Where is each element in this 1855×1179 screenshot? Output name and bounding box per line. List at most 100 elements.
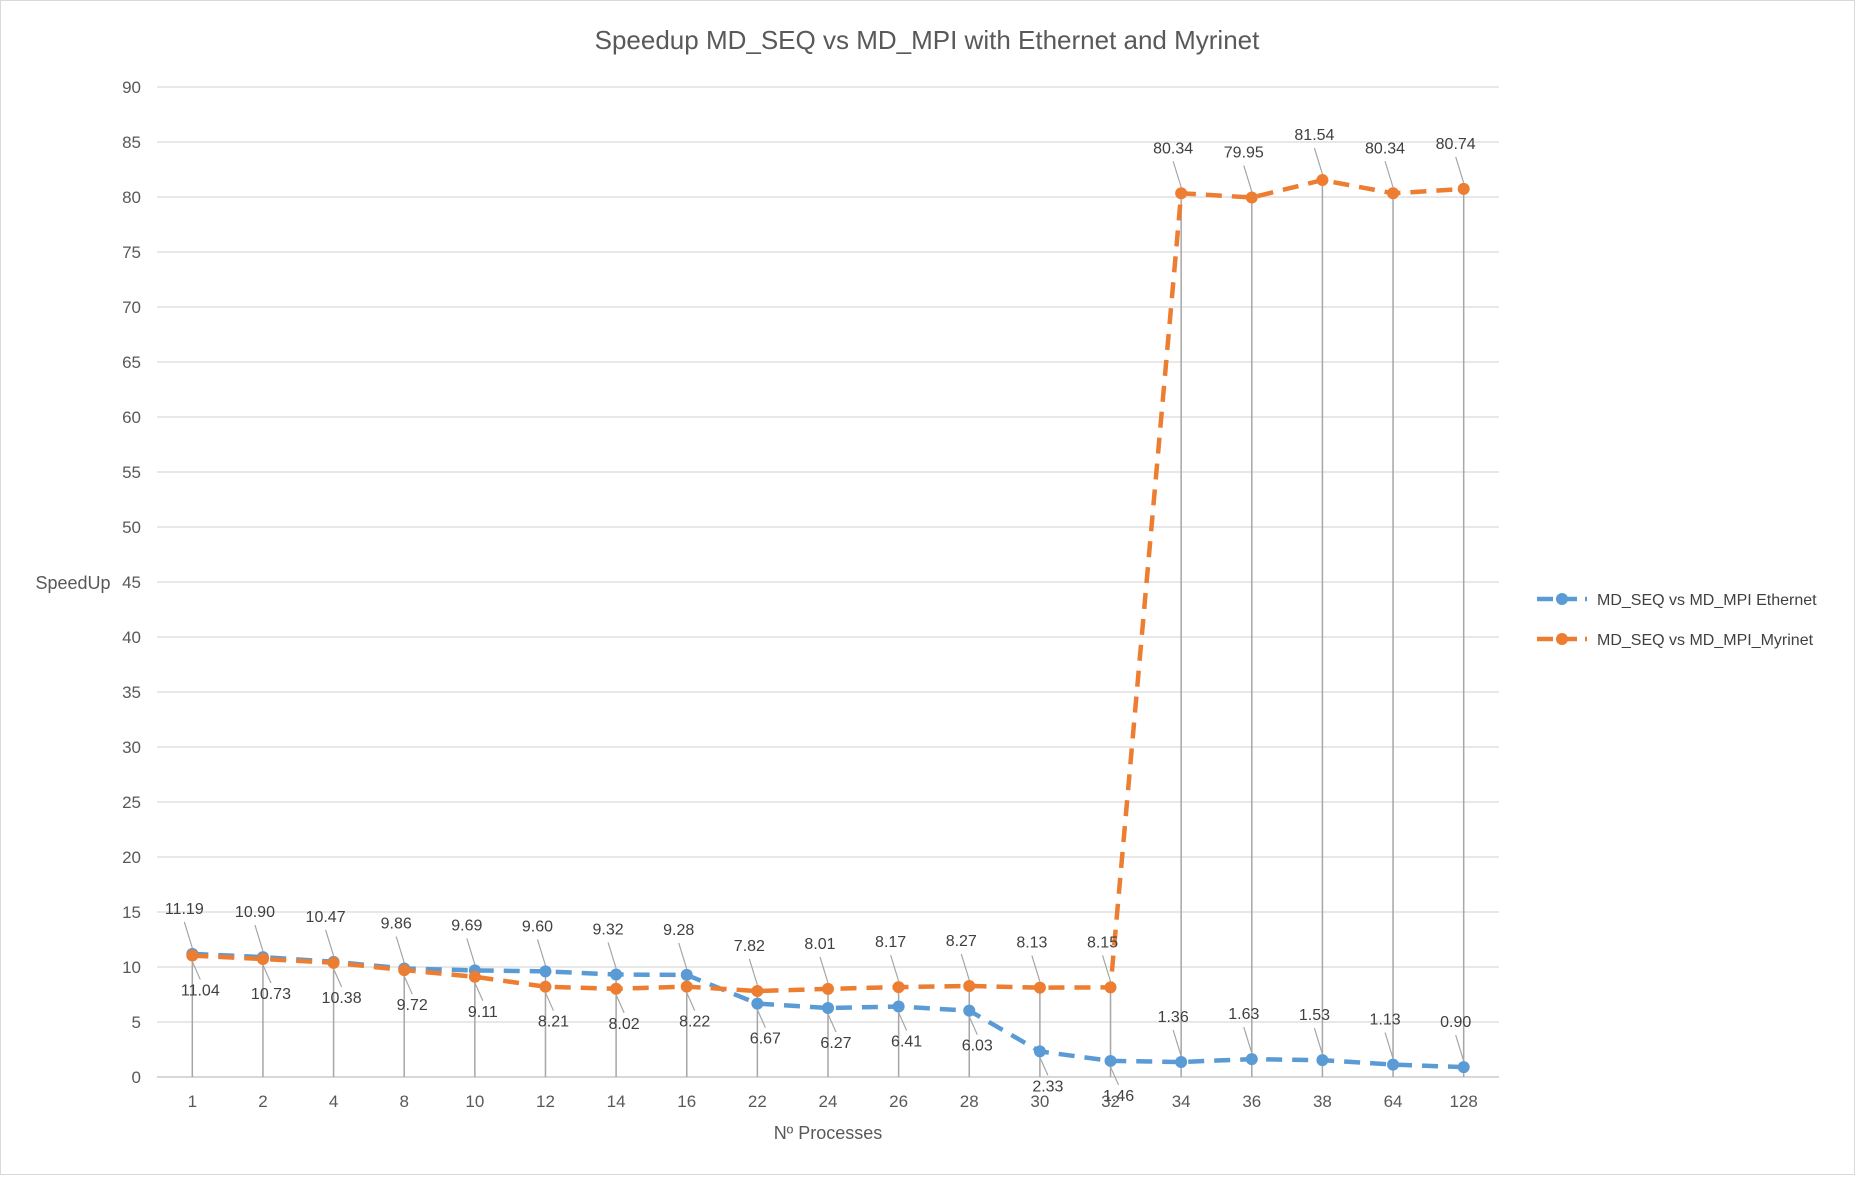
- ethernet-point: [539, 965, 552, 978]
- y-tick-label: 30: [122, 738, 141, 757]
- myrinet-data-label-leader: [1031, 955, 1041, 982]
- ethernet-data-label: 0.90: [1440, 1014, 1471, 1031]
- myrinet-data-label-leader: [686, 992, 696, 1011]
- myrinet-point: [1387, 187, 1400, 200]
- x-axis-title: Nº Processes: [774, 1123, 883, 1143]
- myrinet-data-label: 80.34: [1365, 140, 1405, 157]
- ethernet-point: [892, 1000, 905, 1013]
- ethernet-data-label: 9.60: [522, 918, 553, 935]
- ethernet-point: [751, 997, 764, 1010]
- myrinet-data-label-leader: [262, 964, 272, 984]
- x-tick-label: 32: [1101, 1092, 1120, 1111]
- ethernet-data-label: 9.28: [663, 922, 694, 939]
- ethernet-data-label: 9.86: [381, 916, 412, 933]
- myrinet-data-label-leader: [890, 954, 900, 982]
- ethernet-data-label-leader: [1109, 1066, 1120, 1086]
- data-labels: 11.19 11.04 10.90 10.73 10.47 10.38 9.86 9.72 9.…: [165, 127, 1476, 1105]
- myrinet-data-label: 80.74: [1436, 136, 1476, 153]
- ethernet-point: [1316, 1054, 1329, 1067]
- x-tick-label: 22: [748, 1092, 767, 1111]
- ethernet-data-label-leader: [466, 938, 476, 965]
- myrinet-data-label: 8.13: [1016, 935, 1047, 952]
- legend-marker: [1556, 593, 1568, 605]
- x-tick-label: 128: [1449, 1092, 1477, 1111]
- ethernet-data-label-leader: [756, 1009, 766, 1028]
- myrinet-data-label: 8.01: [804, 936, 835, 953]
- myrinet-data-label-leader: [1455, 156, 1465, 184]
- myrinet-point: [256, 952, 269, 965]
- ethernet-data-label-leader: [395, 936, 405, 963]
- myrinet-point: [1457, 182, 1470, 195]
- myrinet-point: [822, 982, 834, 995]
- y-tick-label: 10: [122, 958, 141, 977]
- myrinet-data-label: 10.38: [322, 990, 362, 1007]
- x-tick-label: 8: [399, 1092, 408, 1111]
- myrinet-data-label-leader: [474, 982, 484, 1002]
- myrinet-data-label-leader: [333, 968, 343, 988]
- x-tick-label: 30: [1030, 1092, 1049, 1111]
- ethernet-data-label: 1.13: [1369, 1012, 1400, 1029]
- myrinet-data-label: 10.73: [251, 986, 291, 1003]
- ethernet-point: [822, 1002, 834, 1015]
- ethernet-data-label-leader: [254, 924, 264, 952]
- x-tick-label: 14: [607, 1092, 626, 1111]
- ethernet-data-label-leader: [1455, 1034, 1465, 1062]
- ethernet-data-label: 9.69: [451, 917, 482, 934]
- myrinet-data-label: 8.02: [609, 1016, 640, 1033]
- ethernet-data-label-leader: [827, 1013, 837, 1033]
- y-tick-label: 60: [122, 408, 141, 427]
- legend-marker: [1556, 633, 1568, 645]
- myrinet-point: [1175, 187, 1188, 200]
- legend: MD_SEQ vs MD_MPI Ethernet MD_SEQ vs MD_MP…: [1537, 592, 1817, 649]
- ethernet-data-label: 1.63: [1228, 1006, 1259, 1023]
- myrinet-point: [610, 982, 623, 995]
- myrinet-point: [468, 970, 481, 983]
- ethernet-point: [1245, 1053, 1258, 1066]
- ethernet-point: [1033, 1045, 1046, 1058]
- ethernet-data-label: 1.46: [1103, 1088, 1134, 1105]
- gridlines: [157, 86, 1499, 1078]
- ethernet-point: [680, 968, 693, 981]
- myrinet-point: [1104, 981, 1117, 994]
- x-tick-label: 38: [1313, 1092, 1332, 1111]
- y-tick-label: 70: [122, 298, 141, 317]
- ethernet-data-label: 10.90: [235, 904, 275, 921]
- x-tick-labels: 1 2 4 8 10 12 14 16 22 24 26 28 30 32 34 36 38 64 128: [188, 1092, 1478, 1111]
- myrinet-data-label: 80.34: [1153, 140, 1193, 157]
- drop-lines: [191, 180, 1465, 1077]
- y-tick-label: 0: [132, 1068, 141, 1087]
- myrinet-data-label-leader: [748, 958, 758, 986]
- y-axis-title: SpeedUp: [35, 573, 110, 593]
- myrinet-data-label-leader: [1384, 161, 1394, 188]
- series-line-myrinet: [192, 177, 1464, 994]
- myrinet-point: [751, 984, 764, 997]
- y-tick-labels: 0 5 10 15 20 25 30 35 40 45 50 55 60 65 70 75 80 85 90: [122, 78, 141, 1087]
- myrinet-data-label-leader: [615, 994, 625, 1014]
- x-tick-label: 34: [1172, 1092, 1191, 1111]
- y-tick-label: 80: [122, 188, 141, 207]
- y-tick-label: 75: [122, 243, 141, 262]
- ethernet-data-label-leader: [183, 921, 193, 949]
- x-tick-label: 36: [1242, 1092, 1261, 1111]
- ethernet-data-label-leader: [1384, 1032, 1394, 1059]
- myrinet-data-label-leader: [819, 956, 829, 984]
- y-tick-label: 65: [122, 353, 141, 372]
- ethernet-data-label: 11.19: [165, 901, 204, 918]
- myrinet-data-label: 11.04: [181, 983, 220, 1000]
- ethernet-data-label-leader: [898, 1012, 908, 1031]
- chart-title: Speedup MD_SEQ vs MD_MPI with Ethernet a…: [595, 25, 1261, 55]
- myrinet-point: [186, 949, 199, 962]
- ethernet-data-label-leader: [325, 929, 335, 957]
- y-tick-label: 35: [122, 683, 141, 702]
- x-tick-label: 4: [329, 1092, 338, 1111]
- myrinet-point: [398, 964, 411, 977]
- y-tick-label: 55: [122, 463, 141, 482]
- ethernet-data-label-leader: [1243, 1026, 1253, 1054]
- x-tick-label: 10: [465, 1092, 484, 1111]
- ethernet-point: [963, 1004, 976, 1017]
- x-tick-label: 12: [536, 1092, 555, 1111]
- ethernet-data-label: 6.67: [750, 1031, 781, 1048]
- myrinet-point: [539, 980, 552, 993]
- myrinet-point: [327, 956, 340, 969]
- myrinet-data-label-leader: [544, 992, 555, 1011]
